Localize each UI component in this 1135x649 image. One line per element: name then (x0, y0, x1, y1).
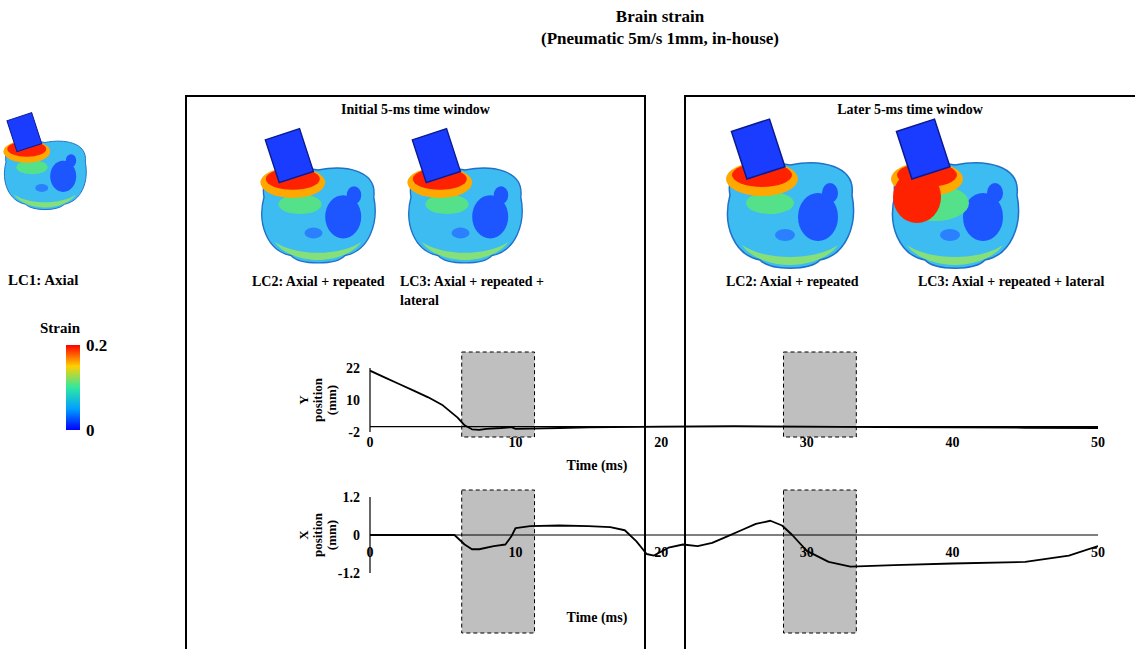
y-title-line: position (310, 377, 325, 422)
x-tick-label: 40 (945, 545, 959, 560)
plot-area (370, 521, 1098, 567)
y-tick-label: 0 (353, 528, 360, 543)
strain-patch (305, 228, 323, 239)
y-title-line: X (296, 530, 311, 540)
y-tick-label: -2 (348, 425, 360, 440)
image-label: LC3: Axial + repeated + lateral (400, 274, 544, 308)
impactor (731, 119, 784, 179)
time-window (462, 490, 535, 633)
strain-patch (822, 183, 838, 203)
label-line: LC2: Axial + repeated (726, 274, 859, 289)
y-title-line: (mm) (324, 520, 339, 550)
impactor (412, 129, 460, 183)
x-axis-title: Time (ms) (567, 458, 628, 474)
y-tick-label: 10 (346, 393, 360, 408)
image-label: LC2: Axial + repeated (252, 274, 385, 289)
y-title-line: (mm) (324, 385, 339, 415)
x-tick-label: 50 (1091, 435, 1105, 450)
x-tick-label: 0 (367, 545, 374, 560)
y-axis (369, 368, 370, 432)
brain-image (260, 129, 375, 263)
panel-frame (186, 96, 645, 649)
y-tick-label: 1.2 (343, 490, 361, 505)
time-window (784, 490, 857, 633)
strain-patch (35, 184, 48, 192)
subtitle: (Pneumatic 5m/s 1mm, in-house) (541, 29, 779, 48)
y-axis-title: Yposition(mm) (296, 377, 339, 422)
strain-patch (275, 242, 361, 260)
y-title-line: position (310, 512, 325, 557)
colorbar-tick-label: 0.2 (86, 336, 107, 355)
time-window (784, 352, 857, 437)
label-line: lateral (400, 293, 439, 308)
y-tick-label: -1.2 (338, 566, 360, 581)
series-line (370, 521, 1098, 567)
strain-patch (14, 195, 76, 208)
strain-patch (422, 242, 508, 260)
impactor (265, 129, 313, 183)
time-window (462, 352, 535, 437)
x-tick-label: 10 (509, 435, 523, 450)
strain-patch (742, 245, 838, 265)
x-tick-label: 20 (654, 435, 668, 450)
brain-image (3, 113, 86, 210)
label-line: LC3: Axial + repeated + lateral (918, 274, 1104, 289)
y-tick-label: 22 (346, 361, 360, 376)
strain-patch (775, 229, 795, 241)
x-tick-label: 20 (654, 545, 668, 560)
strain-patch (987, 183, 1003, 203)
x-axis (370, 534, 1098, 535)
panel-title: Later 5-ms time window (837, 102, 983, 117)
strain-patch (907, 245, 1003, 265)
label-line: LC2: Axial + repeated (252, 274, 385, 289)
strain-patch (66, 154, 76, 167)
label-line: LC3: Axial + repeated + (400, 274, 544, 289)
figure: Brain strain (Pneumatic 5m/s 1mm, in-hous… (0, 0, 1135, 649)
impactor (7, 113, 42, 152)
series-line (370, 371, 1098, 430)
impactor (896, 119, 949, 179)
image-label: LC2: Axial + repeated (726, 274, 859, 289)
strain-patch (893, 171, 941, 223)
image-label: LC1: Axial (8, 272, 78, 288)
panel-title: Initial 5-ms time window (341, 102, 491, 117)
brain-image (891, 119, 1019, 268)
image-label: LC3: Axial + repeated + lateral (918, 274, 1104, 289)
plot-area (370, 371, 1098, 430)
panel-frame (685, 96, 1135, 649)
y-title-line: Y (296, 395, 311, 405)
x-tick-label: 30 (800, 435, 814, 450)
x-tick-label: 50 (1091, 545, 1105, 560)
x-tick-label: 40 (945, 435, 959, 450)
x-axis-title: Time (ms) (567, 610, 628, 626)
colorbar-title: Strain (40, 320, 81, 336)
strain-patch (347, 186, 361, 204)
strain-patch (452, 228, 470, 239)
chart: -2 10 22 0 10 20 30 40 50 Time (ms) Yposition(mm) (296, 352, 1105, 474)
colorbar-tick-label: 0 (86, 421, 95, 440)
label-line: LC1: Axial (8, 272, 78, 288)
title: Brain strain (616, 7, 705, 26)
x-tick-label: 0 (367, 435, 374, 450)
colorbar (66, 345, 80, 430)
y-axis-title: Xposition(mm) (296, 512, 339, 557)
chart: -1.2 0 1.2 0 10 20 30 40 50 Time (ms) Xposition(mm… (296, 490, 1105, 633)
x-tick-label: 10 (509, 545, 523, 560)
brain-image (407, 129, 522, 263)
strain-patch (494, 186, 508, 204)
brain-image (726, 119, 854, 268)
x-tick-label: 30 (800, 545, 814, 560)
strain-patch (940, 229, 960, 241)
